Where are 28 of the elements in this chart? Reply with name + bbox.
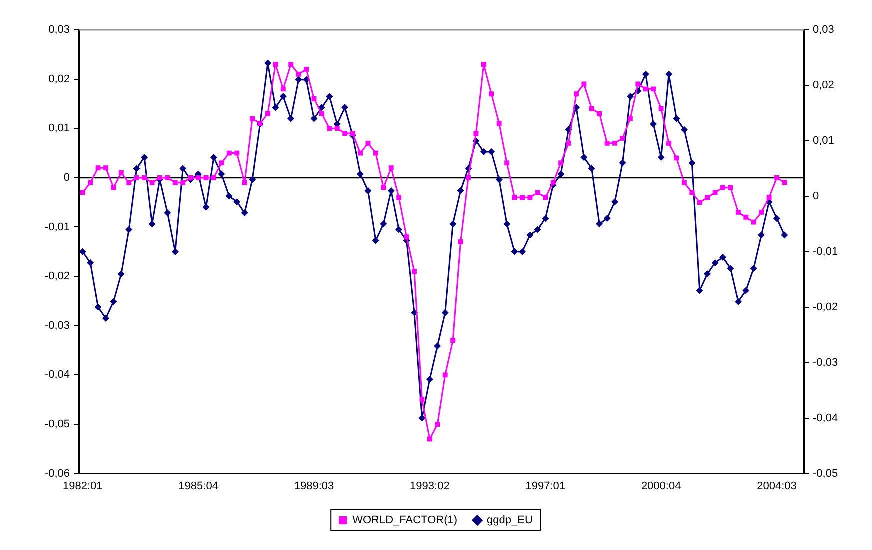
y-tick-label: 0 [64, 172, 70, 184]
x-tick-label: 1989:03 [294, 480, 334, 492]
y-tick-label: -0,01 [44, 221, 70, 234]
y-tick-label: -0,05 [44, 418, 70, 431]
legend-label: ggdp_EU [487, 514, 533, 527]
y-tick-label: -0,02 [44, 270, 70, 283]
y-tick-label: -0,04 [44, 369, 70, 382]
x-tick-label: 1993:02 [410, 480, 450, 492]
y2-tick-label: -0,04 [813, 412, 838, 424]
y-tick-label: 0,03 [48, 24, 70, 36]
y2-tick-label: -0,01 [813, 246, 838, 258]
y-tick-label: -0,06 [44, 468, 70, 480]
legend-label: WORLD_FACTOR(1) [352, 514, 458, 527]
x-tick-label: 1997:01 [526, 480, 566, 492]
y-tick-label: 0,01 [48, 122, 70, 135]
y2-tick-label: -0,02 [813, 301, 838, 314]
y2-tick-label: -0,03 [813, 356, 838, 369]
y2-tick-label: 0,02 [813, 80, 834, 92]
y-tick-label: -0,03 [44, 320, 70, 332]
y2-tick-label: 0 [813, 190, 820, 202]
y2-tick-label: 0,03 [813, 24, 834, 36]
x-tick-label: 1982:01 [62, 480, 103, 492]
y2-tick-label: -0,05 [813, 468, 838, 480]
x-tick-label: 2000:04 [641, 480, 682, 492]
y-tick-label: 0,02 [48, 73, 70, 86]
y2-tick-label: 0,01 [813, 134, 834, 147]
x-tick-label: 2004:03 [757, 480, 797, 492]
x-tick-label: 1985:04 [178, 480, 218, 492]
